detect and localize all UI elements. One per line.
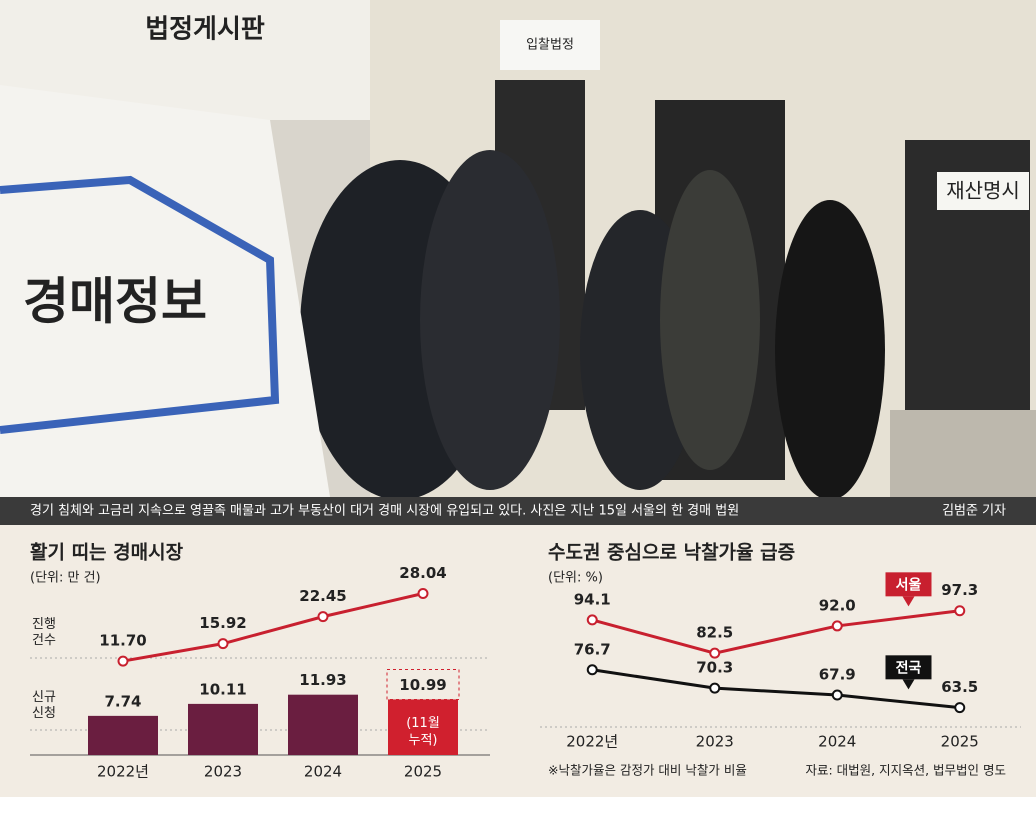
- photo-person: [420, 150, 560, 490]
- series-label: 진행 건수: [32, 616, 56, 648]
- legend-pointer: [902, 679, 915, 690]
- photo-person: [660, 170, 760, 470]
- point: [831, 620, 843, 632]
- legend-box: [885, 655, 932, 680]
- value-label: 70.3: [696, 659, 733, 677]
- photo-person: [775, 200, 885, 500]
- chart-title: 수도권 중심으로 낙찰가율 급증: [548, 542, 795, 564]
- value-label: 28.04: [399, 564, 446, 582]
- chart-background: [0, 525, 1036, 797]
- unit-label: (단위: %): [548, 571, 603, 586]
- value-label: 94.1: [574, 590, 611, 608]
- credit: 김범준 기자: [942, 504, 1006, 519]
- point: [709, 682, 721, 694]
- value-label: 11.93: [299, 671, 346, 689]
- value-label: 76.7: [574, 640, 611, 658]
- photo-paper-text: 경매정보: [23, 273, 207, 331]
- value-label: 82.5: [696, 624, 733, 642]
- point: [831, 689, 843, 701]
- x-tick-label: 2025: [404, 763, 442, 781]
- legend-box: [885, 572, 932, 597]
- unit-label: (단위: 만 건): [30, 571, 101, 586]
- point: [954, 702, 966, 714]
- source: 자료: 대법원, 지지옥션, 법무법인 명도: [805, 763, 1006, 778]
- photo-sign: [937, 172, 1029, 210]
- legend-label: 서울: [896, 576, 922, 593]
- x-tick-label: 2025: [941, 733, 979, 751]
- photo-sign-text: 법정게시판: [145, 15, 265, 45]
- bar: [288, 694, 358, 755]
- point: [709, 647, 721, 659]
- photo-sign-text: 입찰법정: [526, 38, 574, 53]
- photo-paper-house: [0, 175, 280, 434]
- line: [592, 668, 960, 710]
- x-tick-label: 2023: [696, 733, 734, 751]
- value-label: 63.5: [941, 678, 978, 696]
- point: [954, 605, 966, 617]
- x-tick-label: 2022년: [97, 763, 149, 781]
- bar: [88, 715, 158, 755]
- point: [586, 614, 598, 626]
- x-tick-label: 2024: [304, 763, 342, 781]
- point: [217, 638, 229, 650]
- point: [117, 655, 129, 667]
- photo-sign-text: 재산명시: [946, 179, 1020, 203]
- legend-label: 전국: [896, 659, 922, 676]
- value-label: 10.11: [199, 680, 246, 698]
- annotation: (11월 누적): [406, 715, 440, 747]
- bar: [188, 703, 258, 755]
- value-label: 7.74: [104, 692, 141, 710]
- note: ※낙찰가율은 감정가 대비 낙찰가 비율: [548, 763, 747, 778]
- value-label: 15.92: [199, 614, 246, 632]
- photo-sign: [500, 20, 600, 70]
- series-label: 신규 신청: [32, 690, 56, 721]
- caption-bar: [0, 497, 1036, 525]
- x-tick-label: 2023: [204, 763, 242, 781]
- x-tick-label: 2024: [818, 733, 856, 751]
- chart-title: 활기 띠는 경매시장: [30, 542, 184, 564]
- value-label: 11.70: [99, 632, 146, 650]
- point: [586, 664, 598, 676]
- value-label: 67.9: [819, 666, 856, 684]
- line: [591, 609, 960, 655]
- value-label: 10.99: [399, 676, 446, 694]
- bar: [388, 699, 458, 755]
- point: [317, 611, 329, 623]
- line: [122, 592, 424, 663]
- point: [417, 588, 429, 600]
- photo-floor: [890, 410, 1036, 497]
- x-tick-label: 2022년: [566, 733, 618, 751]
- photo-paper: [0, 85, 330, 497]
- value-label: 97.3: [941, 581, 978, 599]
- caption: 경기 침체와 고금리 지속으로 영끌족 매물과 고가 부동산이 대거 경매 시장…: [30, 504, 739, 519]
- value-label: 92.0: [819, 596, 856, 614]
- value-label: 22.45: [299, 587, 346, 605]
- legend-pointer: [902, 596, 915, 607]
